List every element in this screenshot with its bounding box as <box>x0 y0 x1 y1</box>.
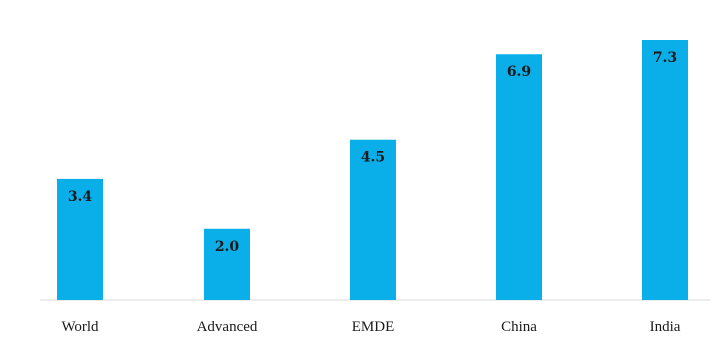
data-label-emde: 4.5 <box>361 150 385 166</box>
bar-china <box>496 54 542 300</box>
bar-emde <box>350 139 396 300</box>
data-labels-group: 3.4 2.0 4.5 6.9 7.3 <box>68 50 677 255</box>
data-label-world: 3.4 <box>68 189 93 205</box>
data-label-india: 7.3 <box>653 50 677 66</box>
data-label-china: 6.9 <box>507 64 531 80</box>
x-tick-label-india: India <box>650 319 681 335</box>
x-tick-label-emde: EMDE <box>352 319 395 335</box>
data-label-advanced: 2.0 <box>215 239 240 255</box>
x-tick-label-advanced: Advanced <box>197 319 258 335</box>
bar-world <box>57 178 103 300</box>
bar-india <box>642 40 688 300</box>
x-tick-label-china: China <box>501 319 537 335</box>
bar-advanced <box>204 228 250 300</box>
x-tick-label-world: World <box>61 319 99 335</box>
bars-group <box>57 40 688 300</box>
x-tick-labels-group: World Advanced EMDE China India <box>61 319 680 335</box>
